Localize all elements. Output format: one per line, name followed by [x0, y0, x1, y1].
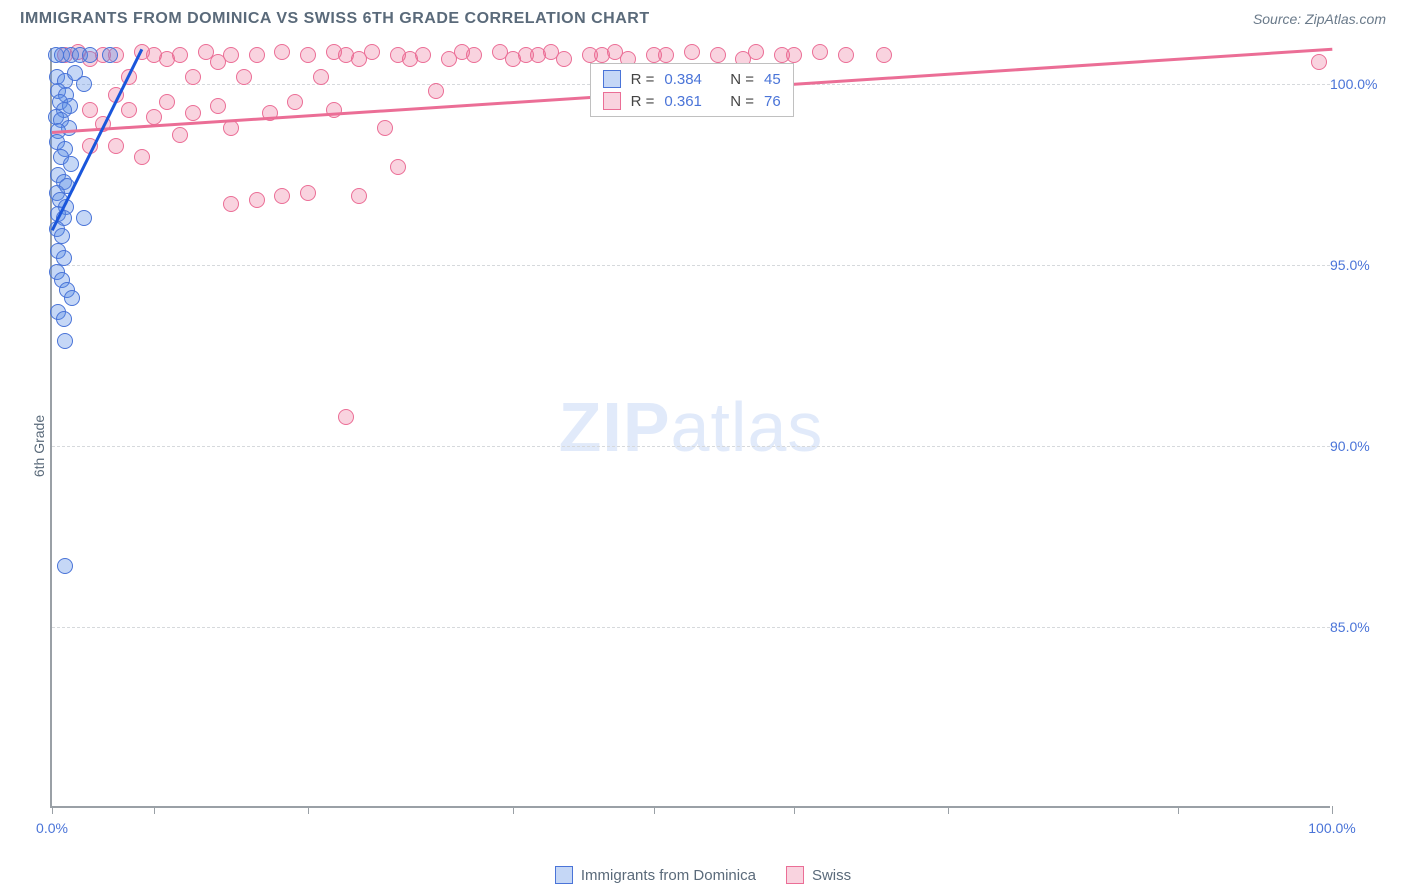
stats-label-r: R =	[631, 93, 655, 110]
scatter-point-swiss	[185, 105, 201, 121]
y-tick-label: 85.0%	[1330, 619, 1386, 635]
stats-label-n: N =	[730, 93, 754, 110]
scatter-point-swiss	[466, 47, 482, 63]
scatter-point-swiss	[146, 109, 162, 125]
scatter-point-swiss	[812, 44, 828, 60]
scatter-point-swiss	[172, 127, 188, 143]
source-attribution: Source: ZipAtlas.com	[1253, 11, 1386, 27]
scatter-point-swiss	[249, 192, 265, 208]
scatter-point-swiss	[210, 98, 226, 114]
scatter-point-swiss	[236, 69, 252, 85]
scatter-point-swiss	[658, 47, 674, 63]
scatter-point-swiss	[121, 102, 137, 118]
scatter-point-swiss	[838, 47, 854, 63]
scatter-point-swiss	[1311, 54, 1327, 70]
scatter-point-swiss	[172, 47, 188, 63]
stats-box: R = 0.384 N = 45R = 0.361 N = 76	[590, 63, 794, 117]
scatter-point-dominica	[76, 76, 92, 92]
scatter-point-dominica	[82, 47, 98, 63]
header: IMMIGRANTS FROM DOMINICA VS SWISS 6TH GR…	[0, 0, 1406, 38]
scatter-point-swiss	[786, 47, 802, 63]
x-tick	[513, 806, 514, 814]
scatter-point-swiss	[287, 94, 303, 110]
scatter-point-swiss	[300, 47, 316, 63]
watermark: ZIPatlas	[559, 387, 824, 467]
scatter-point-dominica	[57, 333, 73, 349]
stats-swatch-dominica	[603, 70, 621, 88]
chart-container: ZIPatlas 85.0%90.0%95.0%100.0%0.0%100.0%…	[50, 48, 1386, 808]
stats-label-r: R =	[631, 71, 655, 88]
scatter-point-dominica	[76, 210, 92, 226]
stats-value-r: 0.361	[664, 93, 702, 110]
scatter-point-dominica	[57, 558, 73, 574]
legend-swatch-pink	[786, 866, 804, 884]
scatter-point-swiss	[415, 47, 431, 63]
x-tick	[948, 806, 949, 814]
scatter-point-dominica	[56, 311, 72, 327]
x-tick	[654, 806, 655, 814]
scatter-point-swiss	[274, 44, 290, 60]
scatter-point-swiss	[556, 51, 572, 67]
legend-item-dominica: Immigrants from Dominica	[555, 866, 756, 884]
scatter-point-dominica	[102, 47, 118, 63]
stats-row-swiss: R = 0.361 N = 76	[591, 90, 793, 112]
legend-swatch-blue	[555, 866, 573, 884]
y-tick-label: 95.0%	[1330, 257, 1386, 273]
stats-row-dominica: R = 0.384 N = 45	[591, 68, 793, 90]
scatter-point-swiss	[710, 47, 726, 63]
scatter-point-dominica	[63, 156, 79, 172]
scatter-point-dominica	[64, 290, 80, 306]
watermark-atlas: atlas	[671, 388, 824, 466]
scatter-point-swiss	[185, 69, 201, 85]
scatter-point-swiss	[748, 44, 764, 60]
x-tick-label: 100.0%	[1308, 820, 1355, 836]
x-tick	[794, 806, 795, 814]
scatter-point-swiss	[108, 138, 124, 154]
scatter-point-swiss	[274, 188, 290, 204]
chart-title: IMMIGRANTS FROM DOMINICA VS SWISS 6TH GR…	[20, 10, 650, 28]
scatter-point-swiss	[134, 149, 150, 165]
source-name: ZipAtlas.com	[1305, 11, 1386, 27]
scatter-point-swiss	[351, 188, 367, 204]
gridline	[52, 627, 1330, 628]
bottom-legend: Immigrants from Dominica Swiss	[0, 866, 1406, 884]
scatter-point-swiss	[364, 44, 380, 60]
legend-label-swiss: Swiss	[812, 867, 851, 884]
scatter-point-swiss	[390, 159, 406, 175]
source-label: Source:	[1253, 11, 1305, 27]
scatter-point-swiss	[377, 120, 393, 136]
scatter-point-swiss	[223, 196, 239, 212]
scatter-point-swiss	[159, 94, 175, 110]
y-tick-label: 100.0%	[1330, 76, 1386, 92]
scatter-point-swiss	[223, 47, 239, 63]
scatter-point-swiss	[82, 102, 98, 118]
stats-value-r: 0.384	[664, 71, 702, 88]
x-tick	[1332, 806, 1333, 814]
x-tick	[154, 806, 155, 814]
x-tick	[308, 806, 309, 814]
watermark-zip: ZIP	[559, 388, 671, 466]
scatter-point-swiss	[338, 409, 354, 425]
stats-swatch-swiss	[603, 92, 621, 110]
stats-label-n: N =	[730, 71, 754, 88]
y-axis-label: 6th Grade	[31, 415, 47, 477]
plot-area: ZIPatlas 85.0%90.0%95.0%100.0%0.0%100.0%…	[50, 48, 1330, 808]
gridline	[52, 265, 1330, 266]
legend-item-swiss: Swiss	[786, 866, 851, 884]
x-tick-label: 0.0%	[36, 820, 68, 836]
x-tick	[52, 806, 53, 814]
x-tick	[1178, 806, 1179, 814]
legend-label-dominica: Immigrants from Dominica	[581, 867, 756, 884]
stats-value-n: 45	[764, 71, 781, 88]
y-tick-label: 90.0%	[1330, 438, 1386, 454]
scatter-point-swiss	[300, 185, 316, 201]
scatter-point-swiss	[684, 44, 700, 60]
scatter-point-swiss	[876, 47, 892, 63]
scatter-point-swiss	[428, 83, 444, 99]
scatter-point-swiss	[249, 47, 265, 63]
stats-value-n: 76	[764, 93, 781, 110]
scatter-point-swiss	[313, 69, 329, 85]
gridline	[52, 446, 1330, 447]
